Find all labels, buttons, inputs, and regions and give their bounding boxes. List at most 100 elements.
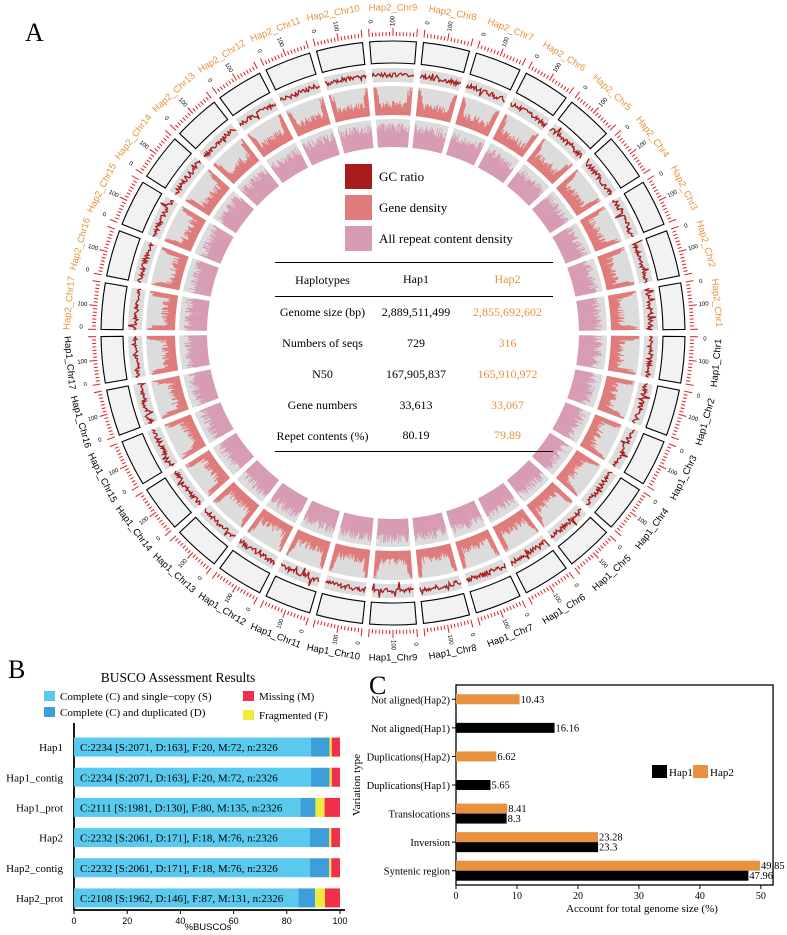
tick-mark <box>360 628 363 637</box>
tick-mark <box>128 189 133 192</box>
tick-mark <box>107 236 112 240</box>
tick-mark <box>116 214 121 217</box>
repeat-density-bars <box>271 482 309 517</box>
tick-mark <box>625 516 630 521</box>
gene-density-bars <box>455 97 500 137</box>
tick-mark <box>169 535 177 542</box>
tick-mark <box>343 35 346 40</box>
tick-label-zero: 0 <box>425 20 431 25</box>
tick-mark <box>597 114 602 119</box>
tick-mark <box>490 613 493 618</box>
tick-mark <box>688 359 697 362</box>
gc-ratio-line <box>631 239 649 284</box>
tick-mark <box>106 240 111 243</box>
tick-label-hundred: 100 <box>391 15 397 26</box>
tick-mark <box>102 253 107 256</box>
tick-mark <box>643 168 651 174</box>
karyotype-box <box>145 477 193 528</box>
tick-label-hundred: 100 <box>139 516 151 527</box>
chromosome-label: Hap1_Chr4 <box>633 506 671 551</box>
tick-mark <box>117 452 122 456</box>
tick-mark <box>237 587 240 591</box>
tick-mark <box>619 137 623 142</box>
tick-mark <box>600 117 604 121</box>
tick-mark <box>274 56 277 61</box>
tick-mark <box>450 624 453 629</box>
tick-mark <box>614 530 622 537</box>
gc-ratio-line <box>281 563 320 587</box>
tick-mark <box>672 433 677 436</box>
tick-mark <box>637 162 642 166</box>
tick-mark <box>595 112 599 117</box>
tick-mark <box>460 39 463 44</box>
tick-mark <box>163 524 167 529</box>
tick-mark <box>590 554 594 559</box>
tick-mark <box>582 561 586 565</box>
tick-mark <box>360 29 363 38</box>
tick-mark <box>142 497 147 501</box>
karyotype-box <box>219 549 271 594</box>
tick-mark <box>528 61 533 70</box>
tick-label-hundred: 100 <box>77 359 88 366</box>
gene-density-bars <box>492 114 539 158</box>
tick-mark <box>463 40 466 45</box>
tick-mark <box>95 376 100 379</box>
gc-ratio-line <box>238 538 276 566</box>
variation-x-tick-label: 40 <box>695 891 705 902</box>
tick-mark <box>197 103 201 108</box>
karyotype-box <box>515 72 567 117</box>
legend-entry-gene: Gene density <box>345 192 513 223</box>
busco-bar-m <box>331 767 341 787</box>
tick-mark <box>249 68 252 73</box>
tick-mark <box>120 204 125 208</box>
karyotype-box <box>265 52 317 91</box>
tick-mark <box>99 400 105 403</box>
repeat-density-bars <box>446 500 484 534</box>
karyotype-box <box>420 592 471 625</box>
tick-mark <box>150 153 155 158</box>
tick-mark <box>133 180 138 184</box>
tick-mark <box>354 34 356 39</box>
gene-density-bars <box>597 375 635 420</box>
tick-mark <box>655 192 660 196</box>
tick-mark <box>296 614 299 619</box>
variation-value-label: 49.85 <box>761 861 785 872</box>
gc-ratio-line <box>174 160 202 195</box>
tick-mark <box>540 590 544 595</box>
tick-label-hundred: 100 <box>636 516 648 527</box>
busco-legend-swatch <box>243 710 254 720</box>
busco-chart: BUSCO Assessment Results Complete (C) and… <box>6 670 347 933</box>
repeat-density-bars <box>446 132 485 166</box>
gene-density-bars <box>555 169 601 216</box>
tick-mark <box>665 449 670 452</box>
tick-label-hundred: 100 <box>223 62 234 74</box>
tick-mark <box>470 38 474 47</box>
tick-mark <box>340 625 343 630</box>
legend-label-gene: Gene density <box>379 199 448 215</box>
tick-mark <box>131 175 139 181</box>
tick-mark <box>126 192 131 196</box>
tick-mark <box>677 417 682 420</box>
gene-density-bars <box>286 97 331 137</box>
tick-mark <box>94 294 99 296</box>
tick-label-zero: 0 <box>659 171 666 178</box>
repeat-density-bars <box>552 402 586 440</box>
tick-label-zero: 0 <box>572 583 579 590</box>
tick-mark <box>543 588 546 593</box>
gc-ratio-line <box>549 127 583 159</box>
tick-mark <box>219 86 223 91</box>
tick-mark <box>515 58 519 63</box>
variation-value-label: 8.41 <box>508 804 526 815</box>
tick-mark <box>574 91 581 99</box>
tick-mark <box>502 608 506 613</box>
tick-mark <box>330 623 333 628</box>
tick-mark <box>300 615 303 620</box>
tick-mark <box>347 626 349 631</box>
variation-bar-hap1 <box>456 780 491 790</box>
tick-mark <box>687 370 692 372</box>
tick-label-zero: 0 <box>616 545 623 552</box>
tick-mark <box>161 140 165 144</box>
tick-mark <box>175 124 179 129</box>
tick-label-zero: 0 <box>83 382 88 389</box>
